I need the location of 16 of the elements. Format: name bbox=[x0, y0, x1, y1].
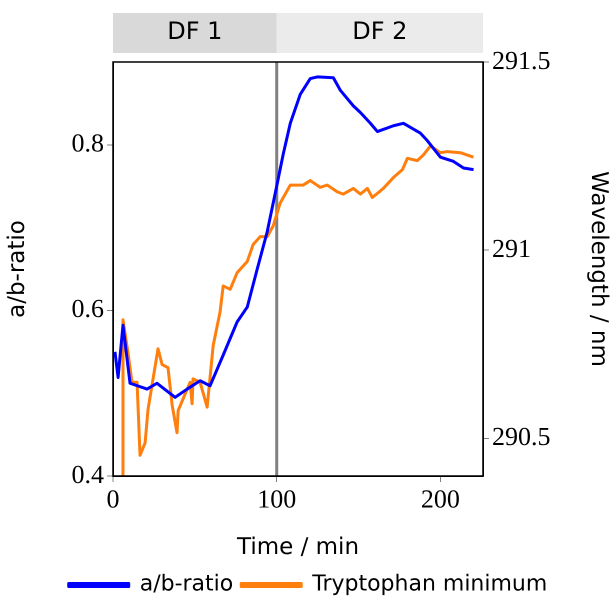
legend-label: a/b-ratio bbox=[140, 572, 234, 597]
text: DF 1 bbox=[167, 17, 222, 46]
y-axis-title: a/b-ratio bbox=[4, 220, 30, 318]
x-tick-label: 100 bbox=[257, 484, 296, 514]
x-tick-label: 200 bbox=[420, 484, 460, 514]
legend-label: Tryptophan minimum bbox=[311, 572, 548, 597]
y-tick-label: 0.4 bbox=[72, 460, 104, 489]
y-tick-label: 0.6 bbox=[72, 294, 104, 324]
y2-tick-label: 290.5 bbox=[492, 422, 550, 452]
y-tick-label: 0.8 bbox=[72, 128, 104, 158]
text: DF 2 bbox=[352, 17, 408, 46]
x-axis-title: Time / min bbox=[236, 534, 360, 560]
x-tick-label: 0 bbox=[106, 484, 120, 514]
y2-tick-label: 291 bbox=[492, 234, 531, 264]
y2-tick-label: 291.5 bbox=[492, 46, 550, 75]
y2-axis-title: Wavelength / nm bbox=[586, 171, 612, 367]
